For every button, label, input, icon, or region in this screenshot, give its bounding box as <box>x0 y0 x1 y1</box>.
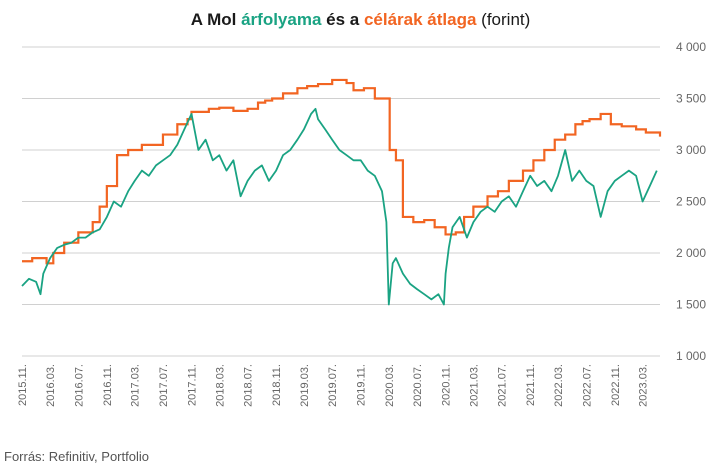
y-tick-label: 2 500 <box>676 195 706 209</box>
x-tick-label: 2017.03. <box>130 364 142 407</box>
y-tick-label: 2 000 <box>676 246 706 260</box>
title-part-1: A Mol <box>190 10 242 29</box>
x-tick-label: 2019.11. <box>356 364 368 406</box>
x-tick-label: 2016.11. <box>102 364 114 406</box>
x-tick-label: 2019.07. <box>327 364 339 407</box>
x-tick-label: 2020.07. <box>412 364 424 407</box>
title-price-label: árfolyama <box>241 10 322 29</box>
title-unit: (forint) <box>476 10 531 29</box>
series-layer <box>21 78 662 306</box>
x-tick-label: 2017.07. <box>158 364 170 407</box>
x-tick-label: 2020.11. <box>441 364 453 406</box>
y-tick-label: 1 500 <box>676 298 706 312</box>
x-axis-ticks: 2015.11. 2016.03. 2016.07. 2016.11. 2017.03.… <box>17 364 650 407</box>
x-tick-label: 2018.03. <box>214 364 226 407</box>
x-tick-label: 2023.03. <box>638 364 650 407</box>
y-tick-label: 3 500 <box>676 92 706 106</box>
x-tick-label: 2022.07. <box>581 364 593 407</box>
y-tick-label: 1 000 <box>676 349 706 363</box>
y-axis-ticks: 1 000 1 500 2 000 2 500 3 000 3 500 4 000 <box>676 40 706 363</box>
x-tick-label: 2020.03. <box>384 364 396 407</box>
x-tick-label: 2015.11. <box>17 364 29 406</box>
grid-layer <box>22 46 660 357</box>
y-tick-label: 4 000 <box>676 40 706 54</box>
source-note: Forrás: Refinitiv, Portfolio <box>4 449 149 464</box>
x-tick-label: 2022.11. <box>610 364 622 406</box>
series-line-target-price <box>22 78 662 265</box>
x-tick-label: 2018.11. <box>271 364 283 406</box>
title-target-label: célárak átlaga <box>363 10 477 29</box>
x-tick-label: 2018.07. <box>243 364 255 407</box>
y-tick-label: 3 000 <box>676 143 706 157</box>
chart-title: A Mol árfolyama és a célárak átlaga (for… <box>0 10 721 30</box>
series-line-share-price <box>21 107 658 306</box>
x-tick-label: 2019.03. <box>299 364 311 407</box>
x-tick-label: 2016.07. <box>73 364 85 407</box>
x-tick-label: 2022.03. <box>553 364 565 407</box>
x-tick-label: 2017.11. <box>186 364 198 406</box>
title-part-3: és a <box>321 10 364 29</box>
x-tick-label: 2021.03. <box>468 364 480 407</box>
x-tick-label: 2016.03. <box>45 364 57 407</box>
x-tick-label: 2021.07. <box>497 364 509 407</box>
x-tick-label: 2021.11. <box>525 364 537 406</box>
